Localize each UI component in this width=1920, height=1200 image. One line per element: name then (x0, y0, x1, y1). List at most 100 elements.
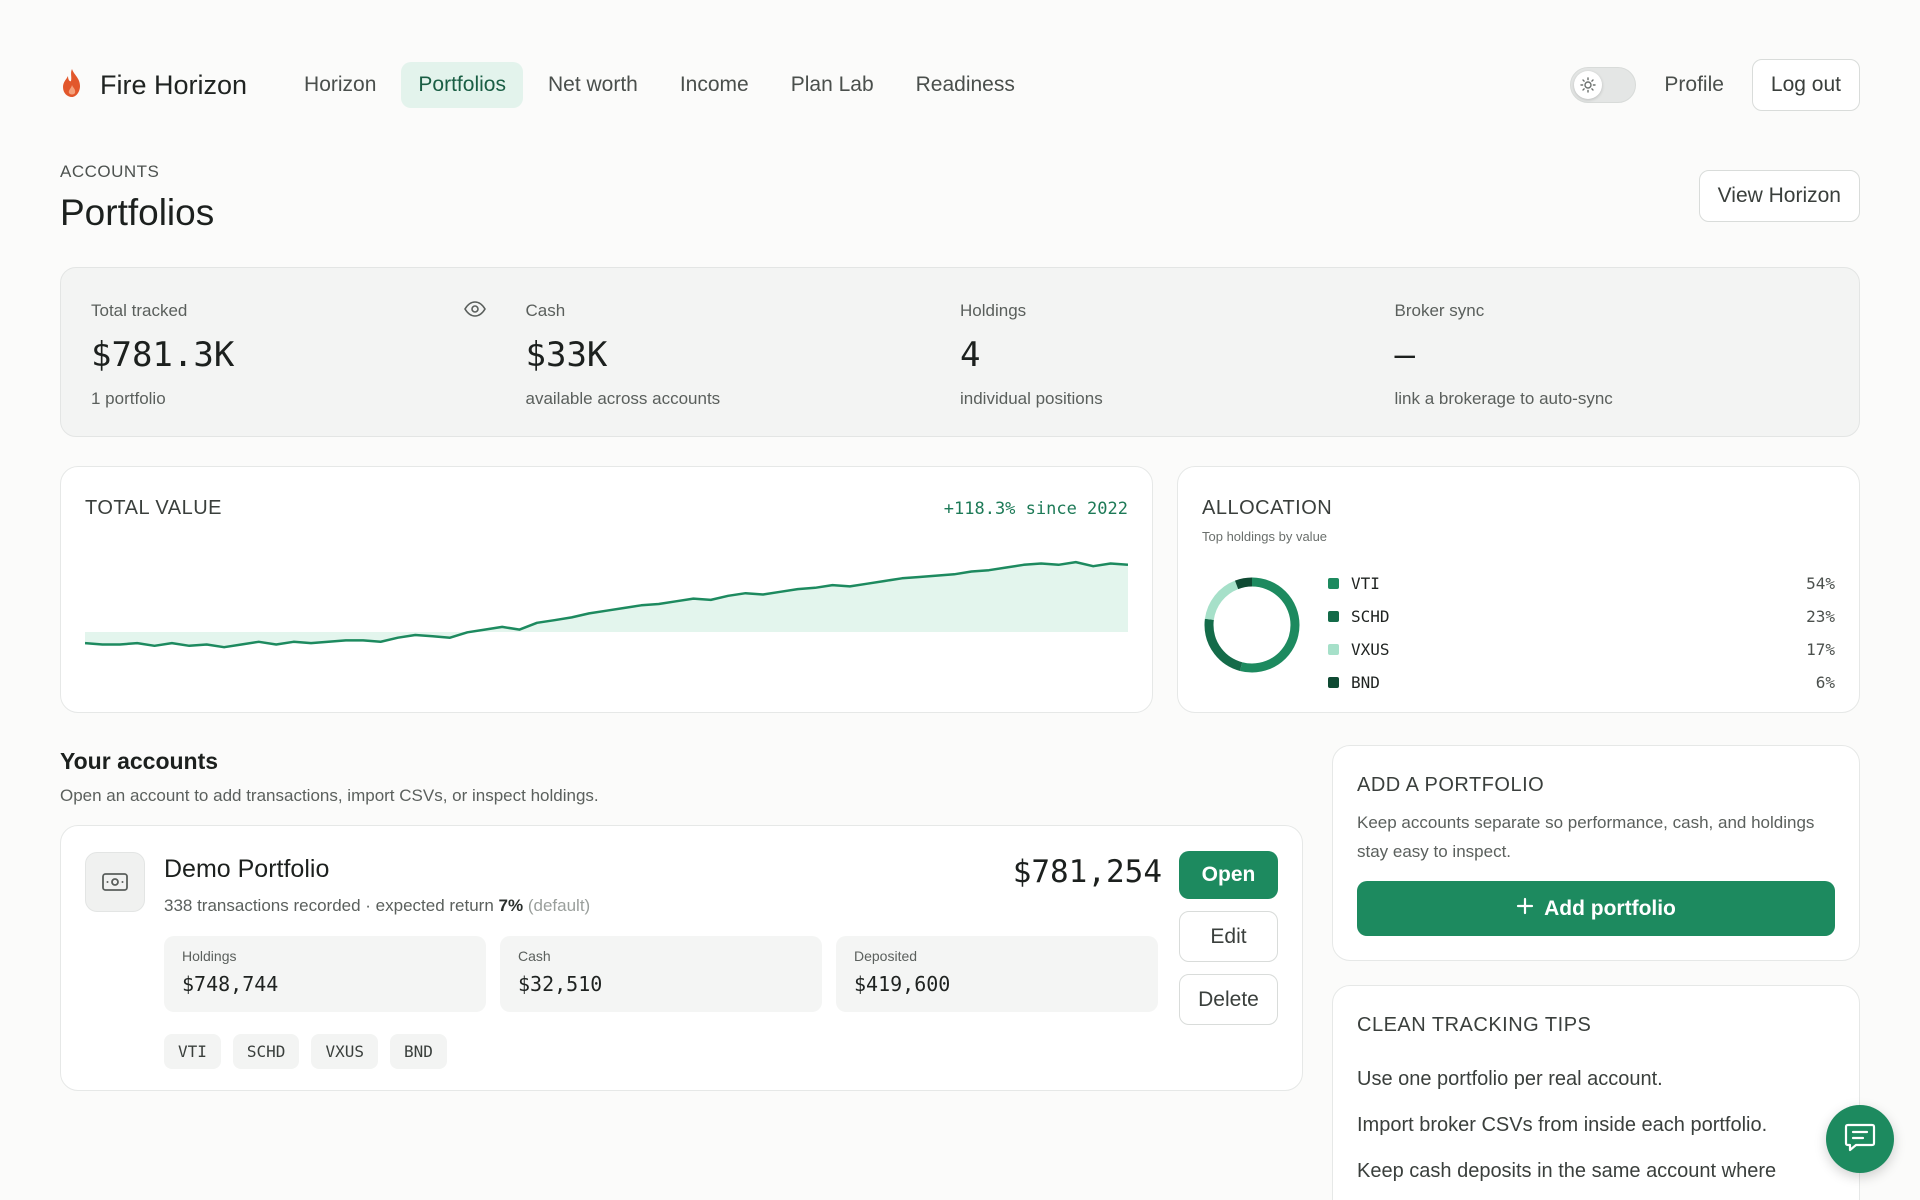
legend-pct: 54% (1806, 574, 1835, 593)
eye-icon[interactable] (463, 301, 486, 322)
account-card: Demo Portfolio 338 transactions recorded… (60, 825, 1303, 1091)
nav-links: Horizon Portfolios Net worth Income Plan… (287, 62, 1032, 108)
metric-label: Deposited (854, 948, 918, 964)
account-actions: Open Edit Delete (1179, 851, 1278, 1025)
tip-item: Import broker CSVs from inside each port… (1357, 1114, 1768, 1136)
nav-item-net-worth[interactable]: Net worth (547, 73, 638, 96)
allocation-donut (1204, 577, 1300, 673)
nav-item-income[interactable]: Income (679, 73, 749, 96)
card-title: TOTAL VALUE (85, 497, 223, 519)
chart-series-line (85, 560, 1128, 649)
account-meta-text: 338 transactions recorded · expected ret… (164, 896, 499, 915)
legend-swatch (1328, 578, 1339, 589)
chat-button[interactable] (1826, 1105, 1894, 1173)
growth-badge: +118.3% since 2022 (943, 499, 1128, 519)
logout-button[interactable]: Log out (1751, 59, 1860, 111)
brand[interactable]: Fire Horizon (60, 68, 247, 103)
legend-name: VXUS (1351, 640, 1390, 659)
card-title: ALLOCATION (1202, 497, 1333, 519)
legend-item: SCHD 23% (1328, 600, 1835, 633)
stat-value: $781.3K (91, 335, 235, 375)
stat-label: Holdings (960, 301, 1027, 320)
legend-pct: 23% (1806, 607, 1835, 626)
legend-name: BND (1351, 673, 1380, 692)
stat-sub: individual positions (960, 389, 1103, 408)
top-nav: Fire Horizon Horizon Portfolios Net wort… (60, 59, 1860, 111)
flame-icon (60, 68, 84, 103)
stat-label: Broker sync (1394, 301, 1485, 320)
legend-item: VTI 54% (1328, 567, 1835, 600)
tip-item: Keep cash deposits in the same account w… (1357, 1160, 1777, 1182)
stat-label: Cash (525, 301, 566, 320)
legend-name: SCHD (1351, 607, 1390, 626)
card-title: ADD A PORTFOLIO (1357, 774, 1545, 796)
metric-label: Cash (518, 948, 551, 964)
legend-pct: 17% (1806, 640, 1835, 659)
profile-link[interactable]: Profile (1664, 73, 1724, 96)
legend-swatch (1328, 677, 1339, 688)
stat-broker-sync: Broker sync – link a brokerage to auto-s… (1394, 301, 1830, 408)
stats-panel: Total tracked $781.3K 1 portfolio Cash $… (60, 267, 1860, 437)
stat-sub: available across accounts (525, 389, 721, 408)
metric-value: $32,510 (518, 972, 603, 996)
stat-label: Total tracked (91, 301, 188, 320)
add-portfolio-label: Add portfolio (1544, 896, 1676, 920)
account-name[interactable]: Demo Portfolio (164, 855, 330, 883)
edit-button[interactable]: Edit (1179, 911, 1278, 962)
ticker-chips: VTI SCHD VXUS BND (164, 1034, 447, 1069)
ticker-chip: VXUS (311, 1034, 378, 1069)
delete-button[interactable]: Delete (1179, 974, 1278, 1025)
stat-value: 4 (960, 335, 981, 375)
stat-value: $33K (525, 335, 608, 375)
nav-item-readiness[interactable]: Readiness (915, 73, 1015, 96)
nav-item-horizon[interactable]: Horizon (304, 73, 377, 96)
stat-cash: Cash $33K available across accounts (525, 301, 961, 408)
add-portfolio-card: ADD A PORTFOLIO Keep accounts separate s… (1332, 745, 1860, 961)
account-metrics: Holdings $748,744 Cash $32,510 Deposited… (164, 936, 1158, 1012)
total-value-card: TOTAL VALUE +118.3% since 2022 (60, 466, 1153, 713)
brand-name: Fire Horizon (100, 69, 248, 100)
stat-total-tracked: Total tracked $781.3K 1 portfolio (91, 301, 526, 408)
metric-label: Holdings (182, 948, 237, 964)
metric-value: $748,744 (182, 972, 279, 996)
allocation-legend: VTI 54% SCHD 23% VXUS 17% BND 6% (1328, 567, 1835, 699)
stat-sub: link a brokerage to auto-sync (1394, 389, 1613, 408)
page-title: Portfolios (60, 192, 215, 233)
legend-swatch (1328, 644, 1339, 655)
metric-deposited: Deposited $419,600 (836, 936, 1158, 1012)
donut-slice-bnd (1204, 577, 1300, 673)
donut-slice-schd (1204, 577, 1300, 673)
stat-value: – (1394, 335, 1415, 375)
nav-item-plan-lab[interactable]: Plan Lab (790, 73, 874, 96)
legend-name: VTI (1351, 574, 1380, 593)
total-value-chart (85, 560, 1128, 649)
add-portfolio-button[interactable]: Add portfolio (1357, 881, 1835, 936)
tips-card: CLEAN TRACKING TIPS Use one portfolio pe… (1332, 985, 1860, 1200)
ticker-chip: VTI (164, 1034, 221, 1069)
legend-swatch (1328, 611, 1339, 622)
view-horizon-button[interactable]: View Horizon (1698, 170, 1860, 222)
sun-icon (1574, 71, 1603, 99)
expected-return: 7% (498, 896, 524, 915)
accounts-title: Your accounts (60, 748, 219, 774)
theme-toggle[interactable] (1570, 67, 1637, 103)
account-total: $781,254 (1012, 854, 1162, 890)
nav-item-portfolios[interactable]: Portfolios (401, 62, 523, 108)
card-title: CLEAN TRACKING TIPS (1357, 1014, 1592, 1036)
chat-icon (1844, 1122, 1876, 1157)
chart-area (85, 562, 1128, 648)
page-eyebrow: ACCOUNTS (60, 162, 160, 181)
metric-value: $419,600 (854, 972, 951, 996)
open-button[interactable]: Open (1179, 851, 1278, 899)
nav-right: Profile Log out (1570, 59, 1860, 111)
banknote-icon (85, 852, 145, 912)
account-meta: 338 transactions recorded · expected ret… (164, 896, 590, 916)
ticker-chip: BND (389, 1034, 447, 1069)
card-subtitle: Top holdings by value (1202, 529, 1328, 544)
accounts-subtitle: Open an account to add transactions, imp… (60, 786, 599, 805)
return-note: (default) (527, 896, 591, 915)
stat-holdings: Holdings 4 individual positions (960, 301, 1395, 408)
tip-item: Use one portfolio per real account. (1357, 1068, 1663, 1090)
legend-item: BND 6% (1328, 666, 1835, 699)
metric-holdings: Holdings $748,744 (164, 936, 486, 1012)
